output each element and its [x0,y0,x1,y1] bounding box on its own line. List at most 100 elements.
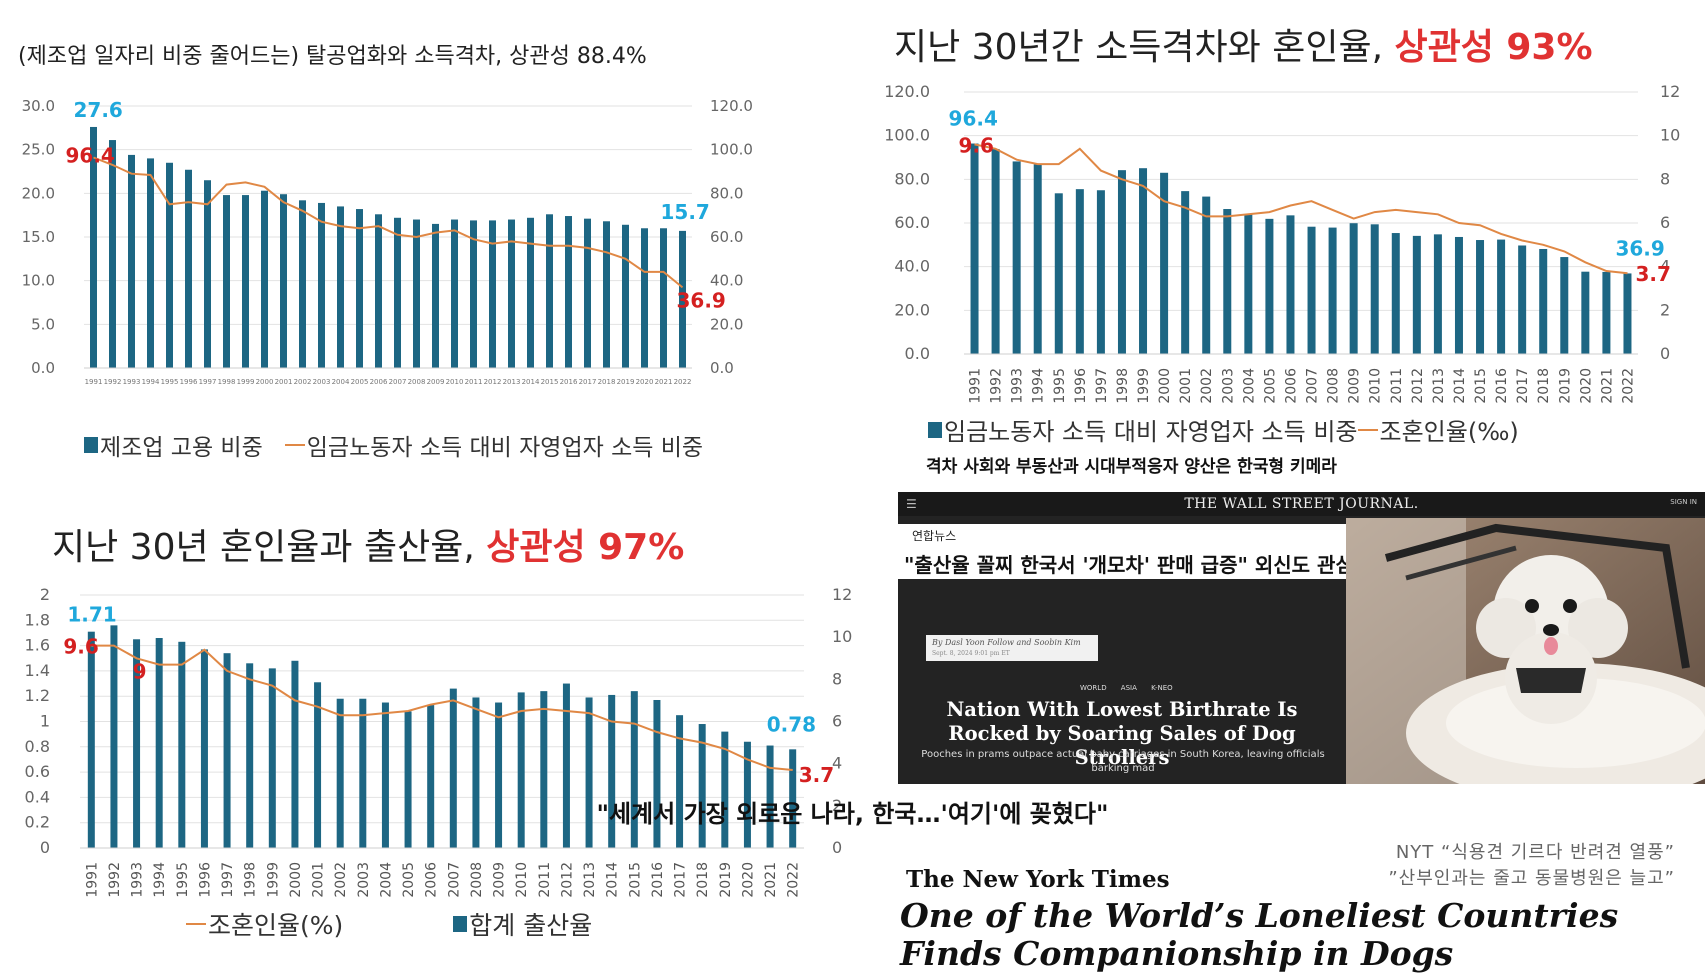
bar [630,691,638,848]
bar [87,631,95,848]
nyt-headline-line1: One of the World’s Loneliest Countries [900,896,1619,935]
left-tick-label: 100.0 [884,126,930,145]
byline-box: By Dasl Yoon Follow and Soobin Kim Sept.… [926,635,1098,661]
right-tick-label: 4 [832,754,842,773]
x-tick-label: 1991 [84,862,100,898]
byline-date: Sept. 8, 2024 9:01 pm ET [932,650,1010,657]
data-label: 1.71 [67,603,116,627]
wsj-header: ☰ THE WALL STREET JOURNAL. SIGN IN [898,492,1705,516]
bar [1223,209,1232,354]
x-tick-label: 2014 [1452,368,1468,404]
x-tick-label: 2013 [1431,368,1447,404]
legend-bar-swatch [928,421,942,438]
chart-title: (제조업 일자리 비중 줄어드는) 탈공업화와 소득격차, 상관성 88.4% [18,44,647,69]
bar [1265,218,1274,354]
x-tick-label: 2008 [408,378,426,386]
x-tick-label: 2009 [427,378,445,386]
bar [1307,226,1316,354]
nyt-headline-line2: Finds Companionship in Dogs [900,934,1454,973]
x-tick-label: 1993 [130,862,146,898]
bar [470,220,477,368]
right-tick-label: 8 [1660,169,1670,188]
bar [223,195,230,368]
left-tick-label: 1.2 [25,686,50,705]
bar [1202,196,1211,354]
x-tick-label: 2017 [579,378,597,386]
wsj-subhead: Pooches in prams outpace actual baby car… [921,749,1325,774]
x-tick-label: 2002 [1199,368,1215,404]
left-tick-label: 1.4 [25,661,50,680]
right-tick-label: 8 [832,669,842,688]
bar [472,697,480,848]
bar [527,217,534,368]
x-tick-label: 2020 [1578,368,1594,404]
x-tick-label: 1991 [968,368,984,404]
x-tick-label: 2018 [598,378,616,386]
bar [381,702,389,848]
x-tick-label: 2000 [288,862,304,898]
bar [280,194,287,368]
dog-illustration [1346,518,1705,784]
bar [1139,168,1148,354]
x-tick-label: 1999 [1136,368,1152,404]
korean-quote: "세계서 가장 외로운 나라, 한국…'여기'에 꽂혔다" [596,800,1109,828]
x-tick-label: 2009 [492,862,508,898]
data-label: 0.78 [767,712,816,736]
right-tick-label: 0 [832,838,842,857]
x-tick-label: 1993 [1010,368,1026,404]
bar [641,228,648,368]
data-label: 9.6 [63,635,98,659]
right-tick-label: 10 [1660,126,1680,145]
x-tick-label: 1992 [989,368,1005,404]
left-tick-label: 1.6 [25,636,50,655]
legend-line-label: 조혼인율(%) [208,911,344,940]
bar [603,221,610,368]
legend-line-label: 임금노동자 소득 대비 자영업자 소득 비중 [306,435,704,461]
x-tick-label: 2015 [627,862,643,898]
bar [314,682,322,848]
x-tick-label: 2018 [695,862,711,898]
left-tick-label: 1 [40,712,50,731]
x-tick-label: 2010 [1368,368,1384,404]
bar [1560,257,1569,354]
sign-in-link[interactable]: SIGN IN [1670,498,1697,506]
bar [489,220,496,368]
x-tick-label: 2001 [1178,368,1194,404]
bar [1602,271,1611,354]
bar [375,214,382,368]
x-tick-label: 1998 [1115,368,1131,404]
right-tick-label: 2 [832,796,842,815]
bar [200,649,208,848]
chart-panel-3: 지난 30년 혼인율과 출산율, 상관성 97% 2 1.8 1.6 1.4 1.2 1 0… [0,480,880,975]
bar [766,745,774,848]
data-label: 15.7 [661,200,710,224]
left-tick-label: 10.0 [22,272,55,290]
bar [584,218,591,368]
data-label: 96.4 [66,144,115,168]
x-tick-label: 1997 [1094,368,1110,404]
legend-line-swatch [284,444,305,446]
legend-bar-label: 제조업 고용 비중 [100,435,263,461]
yonhap-headline: "출산율 꼴찌 한국서 '개모차' 판매 급증" 외신도 관심 [904,553,1354,577]
x-tick-label: 2003 [313,378,331,386]
x-tick-label: 2006 [370,378,388,386]
x-tick-label: 2021 [763,862,779,898]
bar [337,206,344,368]
data-label: 96.4 [949,107,998,131]
x-tick-label: 1992 [104,378,122,386]
bar [1623,273,1632,354]
bar [789,749,797,848]
menu-icon[interactable]: ☰ [906,497,917,511]
yonhap-source: 연합뉴스 [912,529,957,543]
left-tick-label: 20.0 [894,300,930,319]
x-tick-label: 1998 [243,862,259,898]
x-tick-label: 2007 [1305,368,1321,404]
section-tags: WORLD ASIA K-NEO [1080,684,1173,692]
bar [432,223,439,368]
bar [90,126,97,369]
dog-stroller-photo [1346,518,1705,784]
x-tick-label: 2010 [446,378,464,386]
left-tick-label: 0.6 [25,762,50,781]
x-tick-label: 1997 [199,378,217,386]
bar [1370,224,1379,354]
